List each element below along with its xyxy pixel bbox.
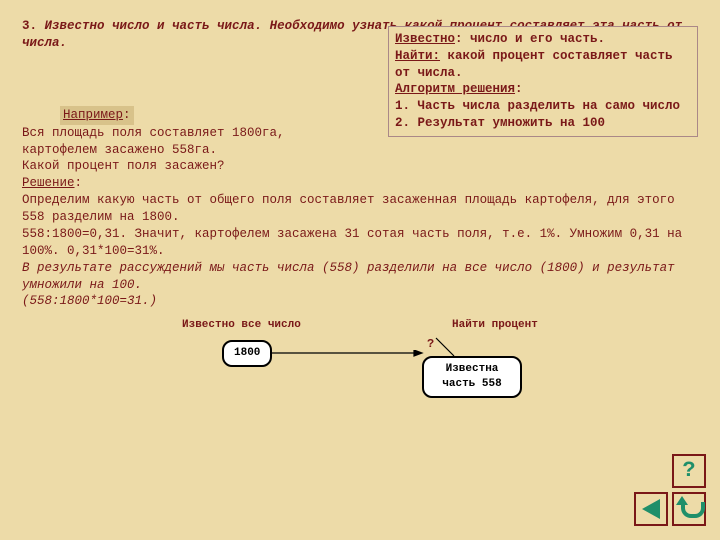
- diagram-arrow-1: [272, 350, 432, 390]
- solution-line-2: 558:1800=0,31. Значит, картофелем засаже…: [22, 226, 698, 260]
- diagram: Известно все число 1800 Найти процент ? …: [172, 318, 698, 404]
- return-icon: [679, 500, 699, 518]
- algo-header: Алгоритм решения:: [395, 81, 691, 98]
- diagram-arrow-2: [434, 332, 474, 362]
- example-header: Например:: [60, 106, 134, 125]
- find-line: Найти: какой процент составляет часть от…: [395, 48, 691, 82]
- help-button[interactable]: ?: [672, 454, 706, 488]
- diagram-label-find: Найти процент: [452, 318, 538, 333]
- example-question: Какой процент поля засажен?: [22, 158, 352, 175]
- solution-header: Решение:: [22, 175, 698, 192]
- arrow-left-icon: [642, 499, 660, 519]
- solution-line-4: (558:1800*100=31.): [22, 293, 698, 310]
- example-given: Вся площадь поля составляет 1800га, карт…: [22, 125, 352, 159]
- return-button[interactable]: [672, 492, 706, 526]
- diagram-label-known: Известно все число: [182, 318, 301, 333]
- solution-line-3: В результате рассуждений мы часть числа …: [22, 260, 698, 294]
- diagram-box-whole: 1800: [222, 340, 272, 367]
- help-icon: ?: [682, 456, 695, 486]
- algo-step-2: 2. Результат умножить на 100: [395, 115, 691, 132]
- back-button[interactable]: [634, 492, 668, 526]
- algorithm-box: Известно: число и его часть. Найти: како…: [388, 26, 698, 137]
- known-line: Известно: число и его часть.: [395, 31, 691, 48]
- diagram-box-part: Известна часть 558: [422, 356, 522, 398]
- nav-buttons: ?: [630, 454, 706, 526]
- solution-line-1: Определим какую часть от общего поля сос…: [22, 192, 698, 226]
- algo-step-1: 1. Часть числа разделить на само число: [395, 98, 691, 115]
- main-content: Известно: число и его часть. Найти: како…: [22, 30, 698, 405]
